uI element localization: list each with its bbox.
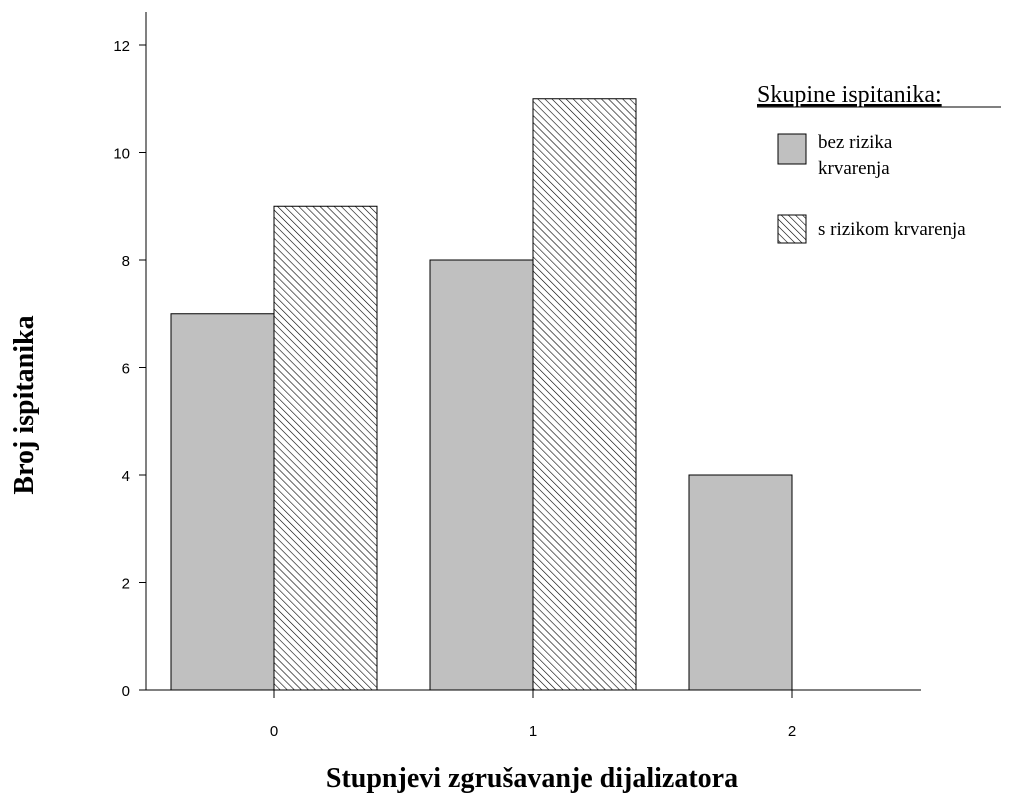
x-axis-title: Stupnjevi zgrušavanje dijalizatora — [326, 763, 738, 794]
y-axis-title: Broj ispitanika — [9, 315, 40, 494]
legend: Skupine ispitanika: bez rizika krvarenja… — [757, 82, 1001, 244]
bar-s-rizikom-cat-1 — [532, 98, 637, 691]
bar-bez-rizika-cat-1 — [429, 259, 534, 691]
x-tick-label-1: 1 — [529, 723, 537, 740]
y-tick-label-4: 4 — [122, 468, 130, 485]
legend-swatch-s-rizikom — [777, 214, 807, 244]
legend-label-bez-rizika-line2: krvarenja — [818, 158, 890, 179]
y-tick-label-0: 0 — [122, 683, 130, 700]
y-tick-label-6: 6 — [122, 361, 130, 378]
y-tick-label-8: 8 — [122, 253, 130, 270]
x-tick-label-2: 2 — [788, 723, 796, 740]
legend-label-s-rizikom: s rizikom krvarenja — [818, 219, 966, 240]
legend-label-bez-rizika-line1: bez rizika — [818, 132, 893, 153]
legend-swatch-bez-rizika — [777, 133, 807, 165]
x-tick-label-0: 0 — [270, 723, 278, 740]
y-tick-label-12: 12 — [113, 38, 130, 55]
legend-title: Skupine ispitanika: — [757, 82, 942, 108]
bar-s-rizikom-cat-0 — [273, 205, 378, 691]
y-tick-label-10: 10 — [113, 146, 130, 163]
bars-layer — [170, 98, 793, 691]
bar-bez-rizika-cat-2 — [688, 474, 793, 691]
y-tick-label-2: 2 — [122, 576, 130, 593]
bar-bez-rizika-cat-0 — [170, 313, 275, 691]
